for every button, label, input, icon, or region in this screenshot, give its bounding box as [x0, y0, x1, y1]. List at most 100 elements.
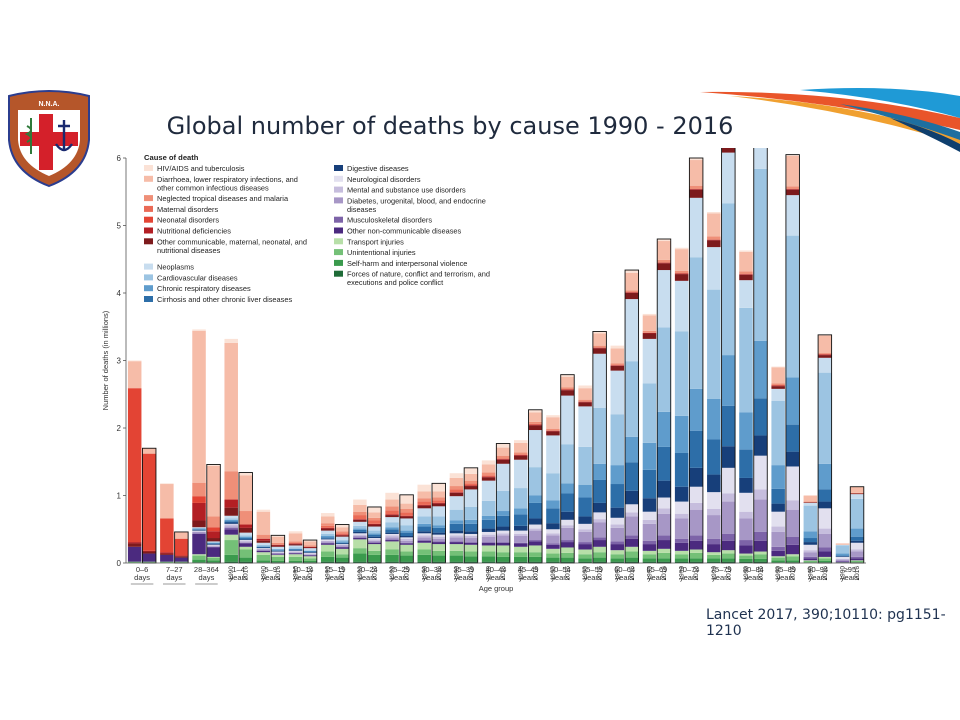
bar-segment: [707, 509, 721, 516]
bar-segment: [320, 539, 335, 541]
bar-segment: [417, 535, 432, 538]
bar-segment: [850, 486, 864, 493]
bar-segment: [353, 533, 367, 535]
bar-segment: [689, 549, 703, 553]
bar-segment: [625, 292, 639, 293]
bar-segment: [818, 372, 832, 464]
bar-segment: [385, 549, 399, 555]
legend-entry-text: Neglected tropical diseases and malaria: [157, 194, 289, 203]
bar-segment: [481, 476, 496, 478]
bar-segment: [238, 561, 253, 563]
bar-segment: [771, 386, 785, 389]
bar-segment: [303, 560, 317, 563]
bar-segment: [238, 472, 253, 476]
bar-segment: [610, 517, 625, 525]
bar-segment: [192, 527, 206, 529]
bar-segment: [385, 537, 399, 540]
bar-segment: [578, 542, 592, 545]
bar-segment: [771, 511, 785, 527]
bar-segment: [771, 367, 785, 384]
bar-segment: [385, 533, 399, 536]
bar-segment: [528, 530, 543, 541]
bar-segment: [385, 535, 399, 538]
bar-segment: [657, 411, 671, 447]
category-label-unit: years: [648, 573, 667, 582]
bar-segment: [818, 353, 832, 355]
legend-entry-text: Cirrhosis and other chronic liver diseas…: [157, 295, 292, 304]
bar-segment: [850, 492, 864, 494]
bar-segment: [142, 551, 156, 554]
bar-segment: [818, 335, 832, 354]
bar-segment: [546, 529, 560, 534]
legend-swatch: [334, 238, 343, 245]
bar-segment: [335, 561, 349, 563]
swoosh-band-0: [700, 91, 960, 130]
bar-segment: [514, 556, 528, 562]
bar-segment: [399, 543, 414, 545]
bar-segment: [546, 415, 560, 418]
bar-segment: [449, 477, 464, 487]
bar-segment: [560, 395, 575, 445]
bar-segment: [303, 547, 317, 549]
bar-segment: [657, 558, 671, 562]
bar-segment: [303, 555, 317, 557]
bar-segment: [367, 554, 382, 562]
bar-segment: [127, 561, 142, 563]
bar-segment: [335, 536, 349, 541]
bar-segment: [238, 540, 253, 541]
bar-segment: [592, 552, 607, 558]
bar-segment: [320, 527, 335, 529]
bar-segment: [785, 560, 800, 563]
bar-segment: [610, 561, 625, 563]
bar-segment: [835, 559, 850, 561]
year-label: 2016: [564, 566, 571, 581]
bar-segment: [610, 484, 625, 508]
bar-segment: [642, 544, 657, 551]
bar-segment: [464, 486, 478, 490]
bar-segment: [335, 544, 349, 545]
bar-segment: [674, 561, 689, 563]
bar-segment: [496, 530, 510, 534]
bar-segment: [464, 551, 478, 557]
bar-segment: [481, 477, 496, 481]
bar-segment: [835, 553, 850, 556]
bar-segment: [674, 542, 689, 551]
bar-segment: [689, 158, 703, 161]
bar-segment: [610, 558, 625, 562]
bar-segment: [850, 551, 864, 557]
bar-segment: [271, 544, 285, 546]
bar-segment: [417, 542, 432, 550]
bar-segment: [674, 247, 689, 250]
bar-segment: [432, 538, 446, 542]
category-label: 75–79: [711, 565, 732, 574]
bar-segment: [528, 495, 543, 503]
category-label: 40–44: [486, 565, 507, 574]
bar-segment: [850, 528, 864, 537]
bar-segment: [739, 511, 753, 519]
bar-segment: [288, 531, 303, 534]
legend-swatch: [334, 216, 343, 223]
year-label: 1990: [325, 566, 332, 581]
bar-segment: [739, 518, 753, 541]
bar-segment: [432, 550, 446, 556]
bar-segment: [771, 366, 785, 368]
bar-segment: [192, 496, 206, 503]
category-label: 45–49: [518, 565, 539, 574]
bar-segment: [835, 544, 850, 546]
bar-segment: [353, 534, 367, 536]
bar-segment: [256, 560, 271, 563]
bar-segment: [399, 530, 414, 533]
bar-segment: [303, 548, 317, 551]
category-label-unit: years: [455, 573, 474, 582]
bar-segment: [127, 543, 142, 547]
year-label: 1990: [421, 566, 428, 581]
bar-segment: [367, 542, 382, 543]
bar-segment: [642, 511, 657, 520]
bar-segment: [739, 553, 753, 556]
bar-segment: [514, 543, 528, 547]
bar-segment: [721, 501, 736, 534]
bar-segment: [206, 516, 221, 528]
bar-segment: [818, 463, 832, 490]
nna-shield-icon: N.N.A.: [8, 90, 90, 188]
bar-segment: [739, 492, 753, 512]
